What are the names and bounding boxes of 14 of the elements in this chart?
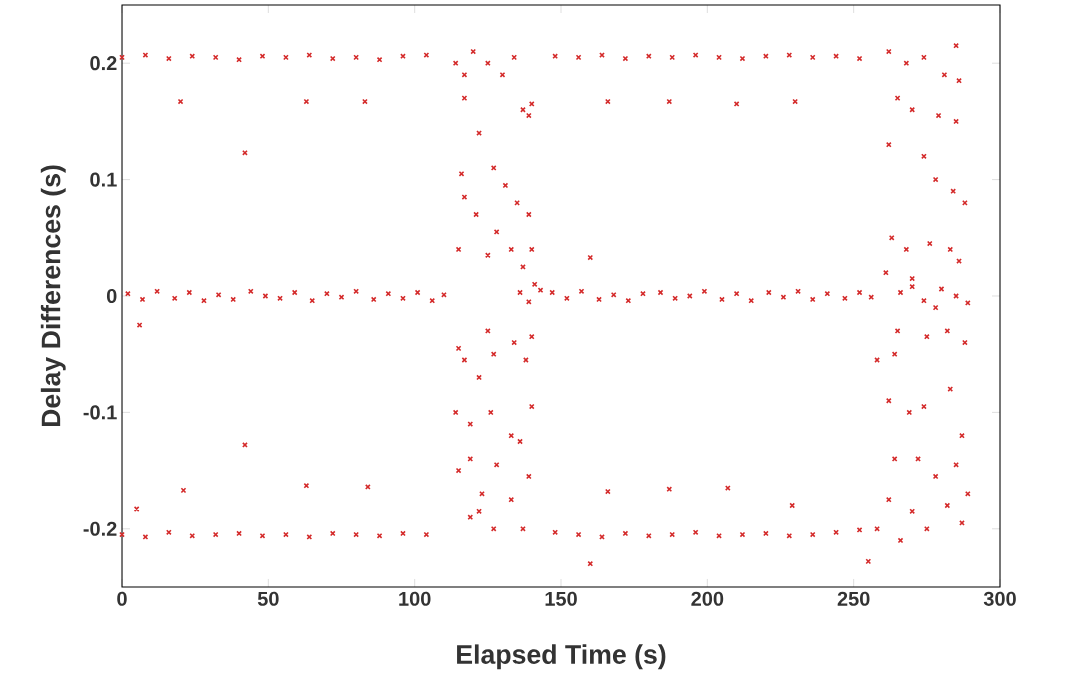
x-tick-label: 100	[399, 591, 431, 606]
x-axis-title: Elapsed Time (s)	[457, 644, 666, 670]
x-tick-label: 300	[983, 591, 1016, 606]
y-tick-label: 0.2	[90, 56, 117, 71]
x-tick-label: 150	[545, 591, 577, 606]
y-tick-label: 0	[106, 288, 117, 304]
y-axis-title: Delay Differences (s)	[40, 165, 66, 427]
x-tick-label: 250	[837, 591, 870, 606]
x-tick-label: 0	[117, 591, 127, 606]
x-tick-label: 50	[257, 591, 279, 606]
x-tick-label: 200	[691, 591, 724, 606]
y-tick-label: -0.2	[83, 521, 117, 536]
y-tick-label: -0.1	[83, 405, 117, 420]
y-tick-label: 0.1	[90, 172, 117, 187]
